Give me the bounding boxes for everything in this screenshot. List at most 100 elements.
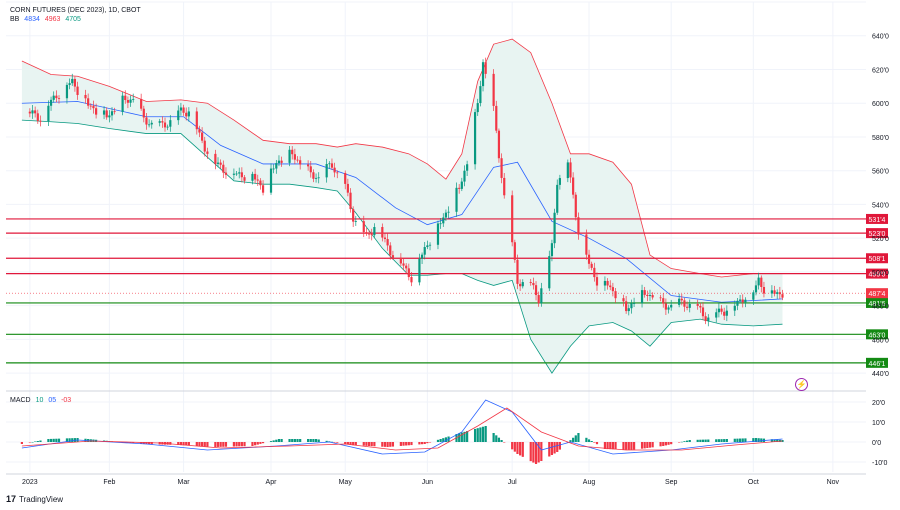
candle-body[interactable]	[532, 282, 535, 286]
macd-histogram-bar[interactable]	[664, 442, 667, 446]
macd-histogram-bar[interactable]	[492, 433, 495, 442]
candle-body[interactable]	[113, 111, 116, 113]
candle-body[interactable]	[760, 277, 763, 287]
candle-body[interactable]	[132, 99, 135, 100]
macd-histogram-bar[interactable]	[206, 442, 209, 447]
candle-body[interactable]	[124, 95, 127, 101]
candle-body[interactable]	[662, 298, 665, 304]
candle-body[interactable]	[309, 166, 312, 173]
macd-histogram-bar[interactable]	[603, 442, 607, 449]
macd-histogram-bar[interactable]	[752, 438, 755, 442]
macd-histogram-bar[interactable]	[511, 442, 514, 450]
candle-body[interactable]	[572, 177, 575, 195]
candle-body[interactable]	[643, 290, 646, 295]
candle-body[interactable]	[781, 294, 784, 298]
candle-body[interactable]	[699, 305, 702, 308]
candle-body[interactable]	[383, 237, 387, 240]
candle-body[interactable]	[405, 265, 408, 269]
candle-body[interactable]	[129, 99, 132, 103]
macd-histogram-bar[interactable]	[177, 442, 180, 445]
macd-histogram-bar[interactable]	[49, 438, 53, 442]
candle-body[interactable]	[733, 305, 736, 311]
macd-histogram-bar[interactable]	[259, 442, 262, 444]
macd-histogram-bar[interactable]	[410, 442, 413, 446]
candle-body[interactable]	[293, 154, 296, 160]
macd-histogram-bar[interactable]	[558, 442, 561, 450]
candle-body[interactable]	[410, 277, 413, 283]
candle-body[interactable]	[736, 300, 739, 306]
candle-body[interactable]	[466, 164, 469, 171]
candle-body[interactable]	[269, 168, 273, 193]
macd-histogram-bar[interactable]	[28, 442, 31, 443]
macd-histogram-bar[interactable]	[696, 439, 699, 442]
macd-histogram-bar[interactable]	[481, 426, 485, 442]
candle-body[interactable]	[436, 223, 440, 245]
macd-histogram-bar[interactable]	[473, 428, 477, 442]
candle-body[interactable]	[389, 245, 392, 256]
candle-body[interactable]	[259, 180, 262, 186]
macd-histogram-bar[interactable]	[240, 442, 243, 447]
macd-histogram-bar[interactable]	[309, 439, 312, 442]
candle-body[interactable]	[203, 140, 206, 152]
candle-body[interactable]	[238, 172, 241, 174]
macd-histogram-bar[interactable]	[325, 440, 328, 442]
candle-body[interactable]	[31, 110, 34, 114]
candle-body[interactable]	[492, 73, 495, 106]
candle-body[interactable]	[84, 94, 87, 99]
macd-histogram-bar[interactable]	[365, 442, 368, 446]
candle-body[interactable]	[741, 299, 744, 303]
macd-histogram-bar[interactable]	[595, 442, 599, 445]
macd-histogram-bar[interactable]	[688, 440, 691, 442]
macd-histogram-bar[interactable]	[201, 442, 204, 447]
macd-histogram-bar[interactable]	[373, 442, 376, 447]
candle-body[interactable]	[373, 227, 376, 236]
macd-histogram-bar[interactable]	[585, 437, 588, 442]
macd-histogram-bar[interactable]	[699, 439, 702, 442]
candle-body[interactable]	[299, 160, 302, 165]
macd-histogram-bar[interactable]	[757, 438, 760, 442]
candle-body[interactable]	[640, 290, 644, 304]
candle-body[interactable]	[481, 62, 485, 87]
candle-body[interactable]	[214, 153, 217, 164]
macd-histogram-bar[interactable]	[667, 442, 670, 445]
macd-histogram-bar[interactable]	[519, 442, 522, 456]
tradingview-logo[interactable]: 17 TradingView	[6, 494, 63, 504]
macd-histogram-bar[interactable]	[140, 442, 143, 444]
macd-histogram-bar[interactable]	[232, 442, 236, 447]
candle-body[interactable]	[399, 257, 402, 264]
candle-body[interactable]	[550, 243, 554, 257]
candle-body[interactable]	[776, 292, 779, 294]
macd-histogram-bar[interactable]	[386, 442, 389, 447]
macd-histogram-bar[interactable]	[720, 439, 723, 442]
macd-histogram-bar[interactable]	[187, 442, 190, 446]
candle-body[interactable]	[307, 164, 310, 167]
macd-histogram-bar[interactable]	[243, 442, 246, 447]
macd-histogram-bar[interactable]	[744, 438, 747, 442]
macd-histogram-bar[interactable]	[389, 442, 392, 447]
candle-body[interactable]	[622, 298, 625, 302]
candle-body[interactable]	[291, 149, 294, 155]
candle-body[interactable]	[140, 99, 143, 109]
macd-histogram-bar[interactable]	[34, 441, 37, 443]
macd-histogram-bar[interactable]	[609, 442, 612, 450]
macd-histogram-bar[interactable]	[760, 438, 763, 442]
macd-histogram-bar[interactable]	[39, 440, 42, 443]
macd-histogram-bar[interactable]	[770, 439, 773, 442]
candle-body[interactable]	[651, 295, 654, 298]
macd-histogram-bar[interactable]	[497, 437, 501, 442]
macd-histogram-bar[interactable]	[500, 440, 503, 442]
macd-histogram-bar[interactable]	[256, 442, 259, 445]
macd-histogram-bar[interactable]	[20, 442, 24, 444]
macd-histogram-bar[interactable]	[495, 435, 498, 442]
macd-histogram-bar[interactable]	[680, 441, 683, 443]
macd-histogram-bar[interactable]	[381, 442, 384, 447]
candle-body[interactable]	[47, 105, 50, 122]
candle-body[interactable]	[744, 299, 747, 303]
candle-body[interactable]	[548, 256, 551, 289]
macd-histogram-bar[interactable]	[548, 442, 551, 457]
macd-histogram-bar[interactable]	[293, 439, 296, 442]
macd-histogram-bar[interactable]	[723, 439, 726, 442]
macd-histogram-bar[interactable]	[776, 439, 779, 442]
candle-body[interactable]	[752, 292, 755, 300]
candle-body[interactable]	[251, 173, 254, 181]
